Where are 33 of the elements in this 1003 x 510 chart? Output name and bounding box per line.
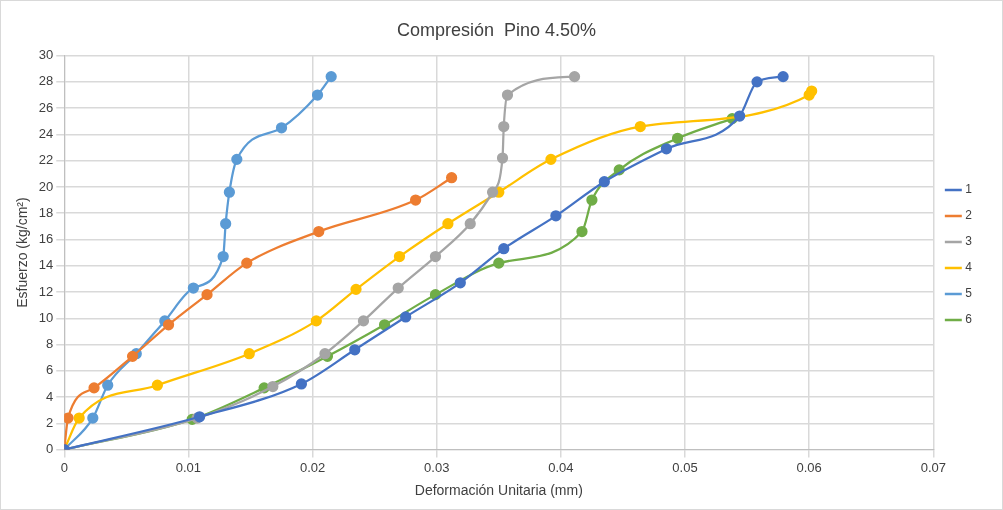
y-tick-label: 30 bbox=[38, 47, 54, 63]
y-tick-label: 0 bbox=[46, 441, 54, 457]
y-tick-label: 24 bbox=[38, 125, 54, 141]
legend-label: 4 bbox=[965, 260, 973, 275]
x-tick-label: 0.04 bbox=[548, 459, 574, 475]
y-tick-label: 6 bbox=[46, 362, 54, 378]
legend-label: 1 bbox=[965, 182, 973, 197]
y-tick-label: 18 bbox=[38, 204, 54, 220]
x-tick-label: 0.03 bbox=[424, 459, 450, 475]
y-tick-label: 16 bbox=[38, 231, 54, 247]
x-axis-title: Deformación Unitaria (mm) bbox=[414, 482, 583, 499]
y-tick-label: 28 bbox=[38, 73, 54, 89]
x-tick-label: 0.05 bbox=[672, 459, 698, 475]
y-tick-label: 10 bbox=[38, 309, 54, 325]
legend-label: 2 bbox=[965, 208, 973, 223]
legend-label: 5 bbox=[965, 286, 973, 301]
chart-title: Compresión Pino 4.50% bbox=[396, 19, 597, 40]
y-tick-label: 26 bbox=[38, 99, 54, 115]
y-tick-label: 20 bbox=[38, 178, 54, 194]
y-tick-label: 14 bbox=[38, 257, 54, 273]
x-tick-label: 0.01 bbox=[175, 459, 202, 475]
y-tick-label: 2 bbox=[46, 414, 54, 430]
y-axis-title: Esfuerzo (kg/cm²) bbox=[14, 197, 31, 308]
y-tick-label: 22 bbox=[38, 152, 54, 168]
x-tick-label: 0 bbox=[60, 459, 68, 475]
legend-label: 3 bbox=[965, 234, 973, 249]
y-tick-label: 12 bbox=[38, 283, 54, 299]
legend-label: 6 bbox=[965, 312, 973, 327]
y-tick-label: 4 bbox=[46, 388, 54, 404]
x-tick-label: 0.07 bbox=[920, 459, 946, 475]
x-tick-label: 0.06 bbox=[796, 459, 822, 475]
x-tick-label: 0.02 bbox=[299, 459, 326, 475]
y-tick-label: 8 bbox=[46, 336, 54, 352]
